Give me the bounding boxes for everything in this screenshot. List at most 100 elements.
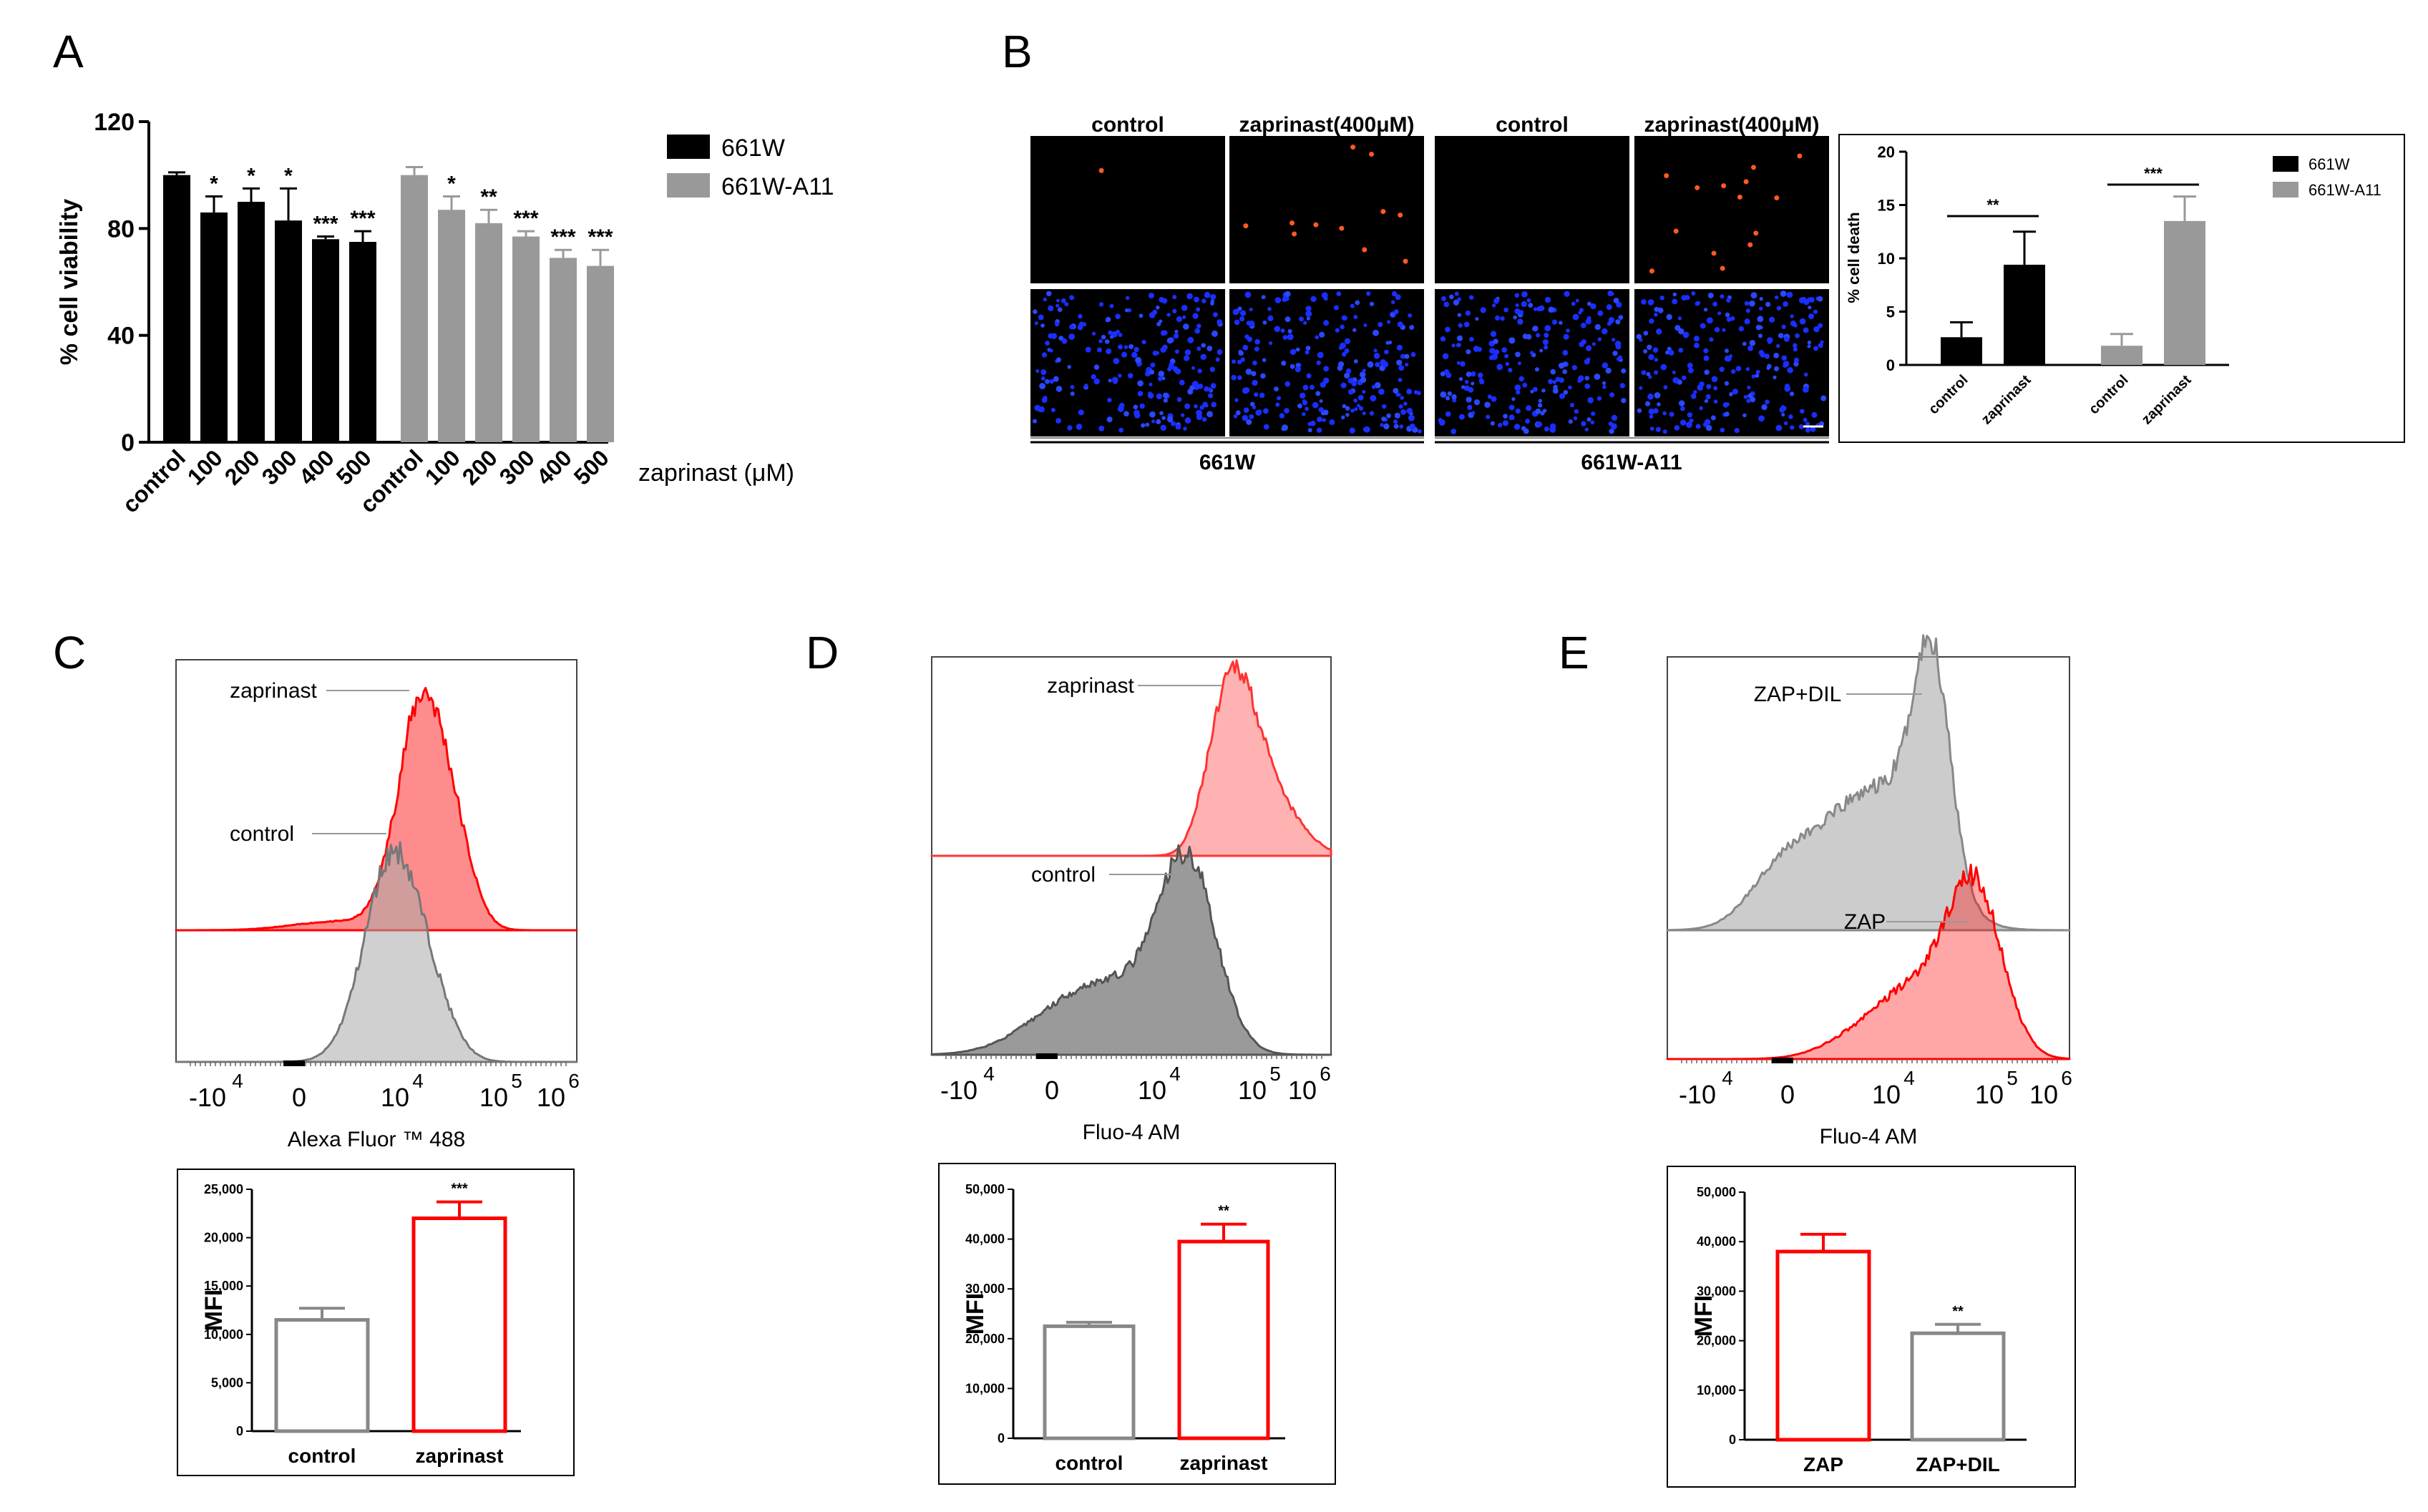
nucleus-dot xyxy=(1541,389,1546,393)
bar-a xyxy=(312,239,339,442)
nucleus-dot xyxy=(1349,427,1355,434)
nucleus-dot xyxy=(1347,389,1354,395)
nucleus-dot xyxy=(1141,423,1146,428)
nucleus-dot xyxy=(1813,346,1818,351)
series-label: ZAP+DIL xyxy=(1754,683,1842,706)
nucleus-dot xyxy=(1156,419,1161,424)
nucleus-dot xyxy=(1458,376,1463,381)
nucleus-dot xyxy=(1662,429,1667,434)
nucleus-dot xyxy=(1666,313,1672,321)
nucleus-dot xyxy=(1232,359,1237,364)
nucleus-dot xyxy=(1400,409,1407,415)
nucleus-dot xyxy=(1118,374,1122,378)
nucleus-dot xyxy=(1345,413,1350,417)
nucleus-dot xyxy=(1369,411,1375,416)
nucleus-dot xyxy=(1048,305,1052,309)
x-axis-label: Fluo-4 AM xyxy=(1083,1121,1181,1144)
nucleus-dot xyxy=(1447,391,1453,396)
nucleus-dot xyxy=(1458,414,1465,420)
nucleus-dot xyxy=(1704,369,1710,375)
nucleus-dot xyxy=(1464,379,1469,384)
nucleus-dot xyxy=(1720,427,1725,433)
nucleus-dot xyxy=(1542,338,1549,346)
nucleus-dot xyxy=(1239,310,1247,316)
nucleus-dot xyxy=(1725,402,1730,406)
nucleus-dot xyxy=(1197,369,1202,374)
nucleus-dot xyxy=(1274,297,1282,303)
nucleus-dot xyxy=(1067,365,1071,369)
nucleus-dot xyxy=(1726,298,1731,303)
nucleus-dot xyxy=(1234,319,1240,326)
nucleus-dot xyxy=(1061,338,1068,344)
mfi-y-axis-label: MFI xyxy=(962,1293,989,1335)
nucleus-dot xyxy=(1536,333,1541,338)
mfi-y-tick-label: 50,000 xyxy=(1697,1185,1736,1199)
nucleus-dot xyxy=(1125,296,1130,301)
x-tick-label-a: 300 xyxy=(257,444,302,489)
mfi-x-tick-label: control xyxy=(288,1445,356,1467)
nucleus-dot xyxy=(1811,411,1818,418)
significance-a: * xyxy=(247,164,255,187)
nucleus-dot xyxy=(1758,350,1765,356)
nucleus-dot xyxy=(1239,316,1245,322)
nucleus-dot xyxy=(1559,377,1564,383)
nucleus-dot xyxy=(1106,416,1113,423)
nucleus-dot xyxy=(1363,426,1370,433)
nucleus-dot xyxy=(1442,353,1449,360)
nucleus-dot xyxy=(1307,421,1312,426)
nucleus-dot xyxy=(1302,411,1306,416)
nucleus-dot xyxy=(1131,351,1138,359)
nucleus-dot xyxy=(1677,316,1682,321)
nucleus-dot xyxy=(1259,392,1265,399)
nucleus-dot xyxy=(1776,306,1782,311)
mfi-frame xyxy=(1667,1166,2076,1488)
nucleus-dot xyxy=(1319,399,1323,403)
nucleus-dot xyxy=(1385,341,1390,345)
nucleus-dot xyxy=(1742,413,1747,418)
nucleus-dot xyxy=(1305,350,1310,355)
mfi-x-tick-label: ZAP+DIL xyxy=(1916,1453,1999,1476)
nucleus-dot xyxy=(1517,361,1521,366)
nucleus-dot xyxy=(1681,375,1687,381)
nucleus-dot xyxy=(1694,342,1700,348)
nucleus-dot xyxy=(1039,383,1046,390)
nucleus-dot xyxy=(1175,368,1181,375)
nucleus-dot xyxy=(1773,352,1780,359)
nucleus-dot xyxy=(1187,389,1194,395)
nucleus-dot xyxy=(1184,403,1191,409)
nucleus-dot xyxy=(1161,376,1166,381)
nucleus-dot xyxy=(1445,411,1451,417)
nucleus-dot xyxy=(1798,424,1804,429)
micrograph-red xyxy=(1030,136,1225,283)
nucleus-dot xyxy=(1500,316,1505,321)
nucleus-dot xyxy=(1543,345,1549,350)
nucleus-dot xyxy=(1162,330,1168,336)
mfi-x-tick-label: ZAP xyxy=(1803,1453,1843,1476)
nucleus-dot xyxy=(1292,348,1297,353)
mfi-y-axis-label: MFI xyxy=(1690,1295,1717,1337)
nucleus-dot xyxy=(1678,347,1684,353)
group-label: 661W-A11 xyxy=(1581,451,1682,474)
x-tick-label-a: 100 xyxy=(182,444,228,489)
nucleus-dot xyxy=(1724,348,1730,353)
nucleus-dot xyxy=(1350,303,1355,308)
nucleus-dot xyxy=(1400,396,1405,400)
nucleus-dot xyxy=(1049,379,1055,384)
bar-a xyxy=(438,210,465,442)
mfi-significance: *** xyxy=(451,1181,468,1197)
chart-frame-b xyxy=(1838,134,2405,443)
x-tick-exponent: 6 xyxy=(568,1070,580,1092)
nucleus-dot xyxy=(1562,361,1568,367)
x-tick-label-a: 200 xyxy=(220,444,265,489)
nucleus-dot xyxy=(1649,318,1654,324)
nucleus-dot xyxy=(1659,296,1664,301)
nucleus-dot xyxy=(1098,425,1105,431)
nucleus-dot xyxy=(1713,399,1718,404)
nucleus-dot xyxy=(1267,315,1274,321)
x-tick-label: 10 xyxy=(2029,1080,2058,1109)
zero-marker xyxy=(1772,1058,1793,1063)
nucleus-dot xyxy=(1448,294,1454,300)
nucleus-dot xyxy=(1615,343,1622,350)
nucleus-dot xyxy=(1169,362,1174,368)
